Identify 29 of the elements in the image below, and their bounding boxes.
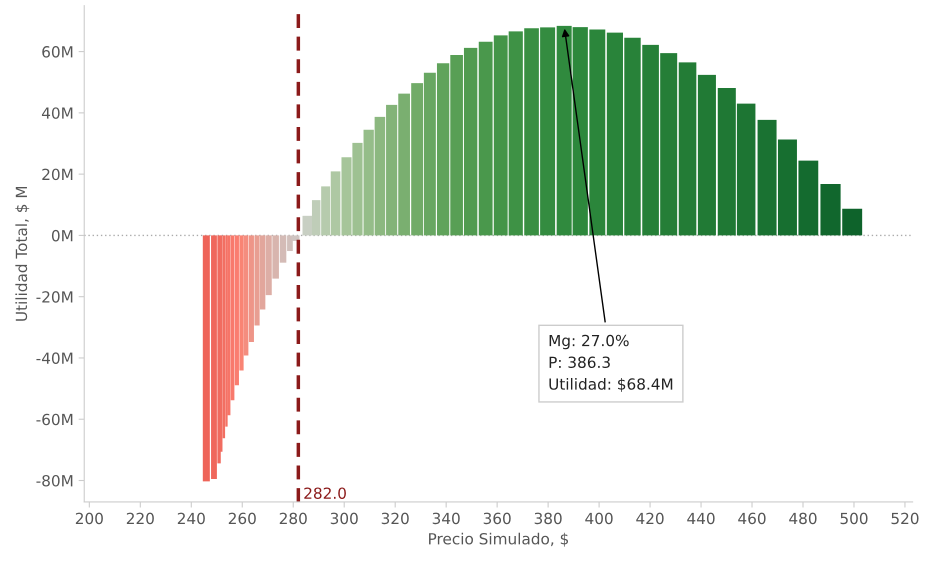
x-tick-label: 260 [228, 512, 256, 524]
x-tick-label: 340 [432, 512, 460, 524]
x-tick-label: 280 [280, 512, 307, 524]
x-tick-label: 480 [789, 512, 817, 524]
y-tick-label: 40M [42, 107, 72, 119]
x-tick-label: 500 [840, 512, 868, 524]
x-tick-label: 420 [636, 512, 664, 524]
y-tick-label: -20M [36, 291, 72, 303]
x-tick-label: 320 [382, 512, 409, 524]
x-tick-label: 200 [76, 512, 103, 524]
x-tick-label: 400 [585, 512, 613, 524]
x-tick-label: 440 [687, 512, 715, 524]
y-tick-label: 20M [42, 168, 72, 180]
x-tick-label: 240 [178, 512, 205, 524]
x-axis-title: Precio Simulado, $ [429, 532, 568, 547]
ref-line-label: 282.0 [304, 487, 346, 499]
x-tick-label: 520 [892, 512, 919, 524]
y-tick-label: -40M [36, 352, 72, 364]
y-tick-label: 60M [42, 46, 72, 58]
x-tick-label: 300 [330, 512, 358, 524]
annotation: Mg: 27.0% P: 386.3 Utilidad: $68.4M [549, 334, 672, 392]
y-tick-label: -60M [36, 414, 72, 426]
x-tick-label: 460 [738, 512, 766, 524]
y-axis-title: Utilidad Total, $ M [15, 186, 30, 321]
x-tick-label: 380 [534, 512, 562, 524]
y-tick-label: 0M [52, 230, 72, 242]
y-tick-label: -80M [36, 474, 72, 487]
x-tick-label: 220 [126, 512, 154, 524]
x-tick-label: 360 [484, 512, 511, 524]
